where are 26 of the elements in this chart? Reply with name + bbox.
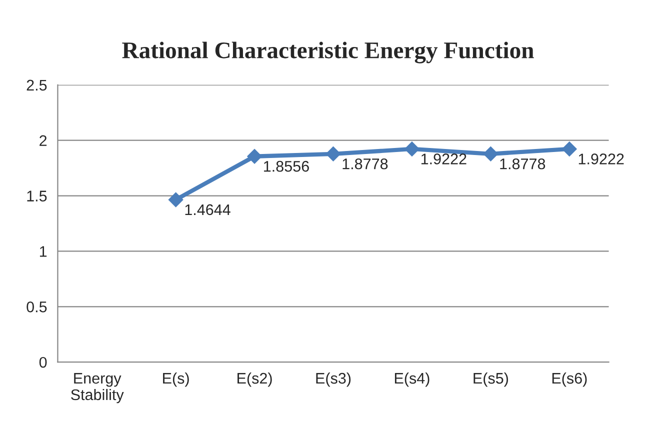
x-tick-label: Energy Stability bbox=[71, 373, 124, 404]
y-tick-label: 2 bbox=[40, 135, 47, 146]
point bbox=[247, 148, 262, 164]
data-label: 1.8778 bbox=[500, 158, 546, 170]
x-tick-label: E(s2) bbox=[238, 372, 272, 387]
point bbox=[326, 146, 341, 162]
x-tick-label: E(s) bbox=[163, 372, 189, 387]
y-tick-label: 2.5 bbox=[26, 80, 47, 91]
data-label: 1.8556 bbox=[264, 160, 309, 172]
y-tick-label: 1 bbox=[40, 246, 47, 257]
point bbox=[404, 142, 420, 156]
y-tick-label: 0 bbox=[39, 356, 47, 368]
y-tick-label: 0.5 bbox=[26, 302, 47, 312]
point bbox=[168, 192, 184, 208]
x-tick-label: E(s4) bbox=[394, 372, 430, 387]
y-tick-label: 1.5 bbox=[27, 190, 47, 202]
chart-title: Rational Characteristic Energy Function bbox=[122, 42, 534, 64]
data-label: 1.9222 bbox=[421, 154, 466, 164]
data-label: 1.9222 bbox=[578, 154, 624, 164]
data-label: 1.4644 bbox=[185, 204, 230, 216]
x-tick-label: E(s3) bbox=[316, 372, 351, 387]
x-tick-label: E(s5) bbox=[474, 372, 508, 387]
point bbox=[483, 146, 498, 162]
point bbox=[562, 142, 577, 156]
x-tick-label: E(s6) bbox=[552, 372, 587, 387]
data-label: 1.8778 bbox=[342, 158, 388, 170]
